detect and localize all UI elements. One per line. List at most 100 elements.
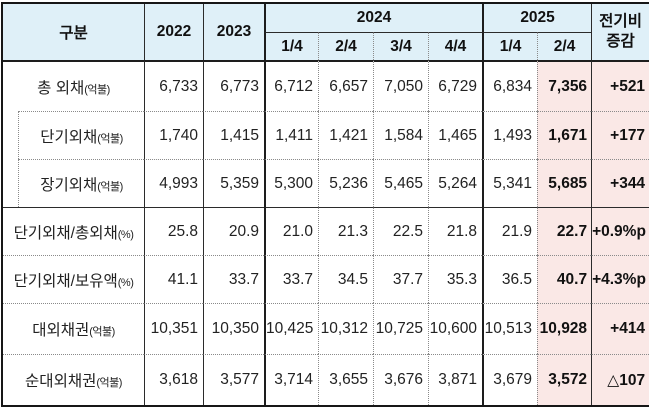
header-row-quarters: 1/4 2/4 3/4 4/4 1/4 2/4 (3, 32, 649, 60)
col-header-2023: 2023 (203, 4, 264, 60)
row-label-unit: (%) (117, 276, 134, 289)
value-cell: 33.7 (264, 255, 318, 303)
col-header-2024: 2024 (264, 4, 483, 32)
value-cell-latest: 40.7 (537, 255, 592, 303)
row-label: 단기외채/보유액(%) (3, 255, 144, 303)
change-header-line2: 증감 (606, 33, 635, 50)
value-cell: 22.5 (373, 207, 428, 255)
value-cell: 6,773 (203, 60, 264, 111)
value-cell: 21.9 (482, 207, 538, 255)
value-cell: 5,359 (203, 159, 264, 207)
row-short-term-to-total-ratio: 단기외채/총외채(%) 25.8 20.9 21.0 21.3 22.5 21.… (3, 207, 650, 255)
col-header-2025-q2: 2/4 (537, 32, 592, 60)
external-debt-table-wrap: 구분 2022 2023 2024 2025 전기비 증감 1/4 2/4 3/… (1, 2, 650, 407)
header-row-years: 구분 2022 2023 2024 2025 전기비 증감 (3, 4, 650, 60)
indent-spacer (3, 111, 18, 207)
value-cell: 41.1 (144, 255, 203, 303)
row-long-term-debt: 장기외채(억불) 4,993 5,359 5,300 5,236 5,465 5… (3, 159, 650, 207)
row-external-credits: 대외채권(억불) 10,351 10,350 10,425 10,312 10,… (3, 303, 650, 354)
row-label-unit: (억불) (97, 132, 123, 145)
value-cell-latest: 5,685 (537, 159, 592, 207)
external-debt-table: 구분 2022 2023 2024 2025 전기비 증감 1/4 2/4 3/… (3, 4, 650, 405)
change-cell: +177 (591, 111, 650, 159)
value-cell: 33.7 (203, 255, 264, 303)
value-cell: 3,676 (373, 354, 428, 405)
value-cell: 1,584 (373, 111, 428, 159)
col-header-2024-q4: 4/4 (428, 32, 483, 60)
row-label-unit: (억불) (97, 180, 123, 193)
value-cell: 3,714 (264, 354, 318, 405)
row-net-external-credits: 순대외채권(억불) 3,618 3,577 3,714 3,655 3,676 … (3, 354, 650, 405)
value-cell: 6,657 (318, 60, 373, 111)
col-header-2024-q2: 2/4 (318, 32, 373, 60)
col-header-2025: 2025 (482, 4, 592, 32)
value-cell: 6,729 (428, 60, 483, 111)
row-label: 단기외채/총외채(%) (3, 207, 144, 255)
change-header-line1: 전기비 (599, 12, 642, 30)
value-cell: 37.7 (373, 255, 428, 303)
value-cell: 3,577 (203, 354, 264, 405)
col-header-change: 전기비 증감 (591, 4, 650, 60)
value-cell: 3,679 (482, 354, 538, 405)
value-cell: 10,425 (264, 303, 318, 354)
value-cell: 34.5 (318, 255, 373, 303)
row-short-term-to-reserves-ratio: 단기외채/보유액(%) 41.1 33.7 33.7 34.5 37.7 35.… (3, 255, 650, 303)
row-label: 총 외채(억불) (3, 60, 144, 111)
value-cell: 1,411 (264, 111, 318, 159)
change-cell: +344 (591, 159, 650, 207)
value-cell: 5,264 (428, 159, 483, 207)
value-cell: 10,312 (318, 303, 373, 354)
value-cell: 5,236 (318, 159, 373, 207)
change-cell: +414 (591, 303, 650, 354)
change-cell: △107 (591, 354, 650, 405)
value-cell-latest: 1,671 (537, 111, 592, 159)
value-cell: 4,993 (144, 159, 203, 207)
value-cell: 35.3 (428, 255, 483, 303)
row-label-unit: (억불) (89, 326, 115, 338)
row-label: 단기외채(억불) (18, 111, 144, 159)
value-cell-latest: 7,356 (537, 60, 592, 111)
value-cell: 21.3 (318, 207, 373, 255)
value-cell: 1,421 (318, 111, 373, 159)
row-label: 순대외채권(억불) (3, 354, 144, 405)
value-cell: 6,712 (264, 60, 318, 111)
value-cell: 5,341 (482, 159, 538, 207)
value-cell: 36.5 (482, 255, 538, 303)
row-label-unit: (%) (117, 228, 134, 241)
value-cell: 6,733 (144, 60, 203, 111)
value-cell-latest: 3,572 (537, 354, 592, 405)
value-cell: 1,740 (144, 111, 203, 159)
value-cell-latest: 10,928 (537, 303, 592, 354)
col-header-2024-q1: 1/4 (264, 32, 318, 60)
value-cell: 21.8 (428, 207, 483, 255)
row-label: 장기외채(억불) (18, 159, 144, 207)
value-cell: 5,300 (264, 159, 318, 207)
col-header-category: 구분 (3, 4, 144, 60)
col-header-2022: 2022 (144, 4, 203, 60)
value-cell: 10,725 (373, 303, 428, 354)
row-label-unit: (억불) (96, 377, 122, 389)
col-header-2024-q3: 3/4 (373, 32, 428, 60)
change-cell: +0.9%p (591, 207, 650, 255)
value-cell: 5,465 (373, 159, 428, 207)
row-label: 대외채권(억불) (3, 303, 144, 354)
row-label-unit: (억불) (84, 83, 110, 96)
value-cell: 10,351 (144, 303, 203, 354)
value-cell: 3,618 (144, 354, 203, 405)
value-cell: 10,513 (482, 303, 538, 354)
change-cell: +4.3%p (591, 255, 650, 303)
row-short-term-debt: 단기외채(억불) 1,740 1,415 1,411 1,421 1,584 1… (3, 111, 650, 159)
value-cell: 1,465 (428, 111, 483, 159)
value-cell: 6,834 (482, 60, 538, 111)
value-cell: 21.0 (264, 207, 318, 255)
value-cell: 1,493 (482, 111, 538, 159)
value-cell-latest: 22.7 (537, 207, 592, 255)
value-cell: 10,600 (428, 303, 483, 354)
value-cell: 3,655 (318, 354, 373, 405)
change-cell: +521 (591, 60, 650, 111)
value-cell: 7,050 (373, 60, 428, 111)
value-cell: 20.9 (203, 207, 264, 255)
value-cell: 25.8 (144, 207, 203, 255)
value-cell: 3,871 (428, 354, 483, 405)
row-total-external-debt: 총 외채(억불) 6,733 6,773 6,712 6,657 7,050 6… (3, 60, 650, 111)
